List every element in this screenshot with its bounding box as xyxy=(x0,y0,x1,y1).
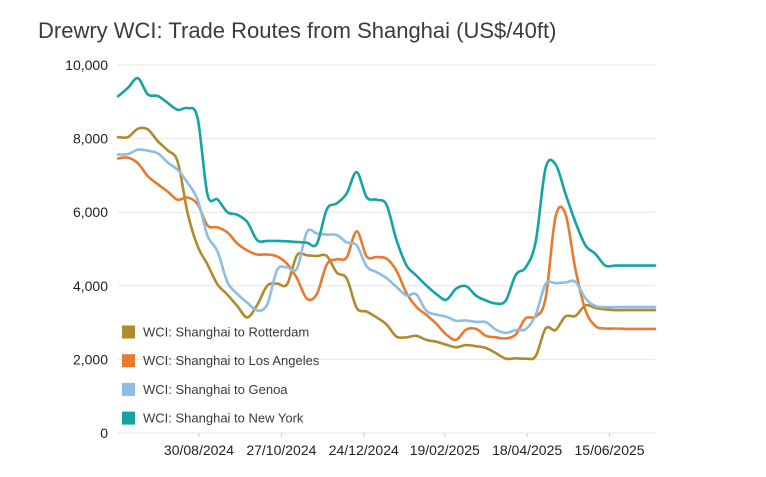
x-tick-label: 30/08/2024 xyxy=(164,442,234,458)
y-tick-label: 6,000 xyxy=(73,204,108,220)
x-tick-label: 19/02/2025 xyxy=(410,442,480,458)
series-line-1 xyxy=(116,126,657,361)
x-axis: 30/08/2024 27/10/2024 24/12/2024 19/02/2025… xyxy=(164,433,645,458)
legend-label: WCI: Shanghai to Los Angeles xyxy=(143,353,320,368)
y-tick-label: 8,000 xyxy=(73,131,108,147)
x-tick-label: 27/10/2024 xyxy=(246,442,316,458)
legend-label: WCI: Shanghai to New York xyxy=(143,411,304,426)
gridlines xyxy=(118,64,655,434)
chart-title: Drewry WCI: Trade Routes from Shanghai (… xyxy=(38,18,557,43)
x-tick-label: 15/06/2025 xyxy=(575,442,645,458)
series-line-2 xyxy=(116,156,657,342)
legend-swatch xyxy=(122,382,135,396)
y-tick-label: 10,000 xyxy=(65,57,108,73)
y-tick-label: 0 xyxy=(100,425,108,441)
legend-swatch xyxy=(122,325,135,339)
x-tick-label: 18/04/2025 xyxy=(492,442,562,458)
y-axis: 0 2,000 4,000 6,000 8,000 10,000 xyxy=(65,57,108,441)
legend-swatch xyxy=(122,411,135,425)
series-lines xyxy=(116,76,657,361)
legend: WCI: Shanghai to Rotterdam WCI: Shanghai … xyxy=(122,325,320,426)
y-tick-label: 4,000 xyxy=(73,278,108,294)
series-line-4 xyxy=(116,76,657,306)
legend-label: WCI: Shanghai to Rotterdam xyxy=(143,325,309,340)
y-tick-label: 2,000 xyxy=(73,351,108,367)
legend-swatch xyxy=(122,354,135,368)
legend-label: WCI: Shanghai to Genoa xyxy=(143,382,288,397)
x-tick-label: 24/12/2024 xyxy=(329,442,399,458)
series-line-3 xyxy=(116,148,657,335)
